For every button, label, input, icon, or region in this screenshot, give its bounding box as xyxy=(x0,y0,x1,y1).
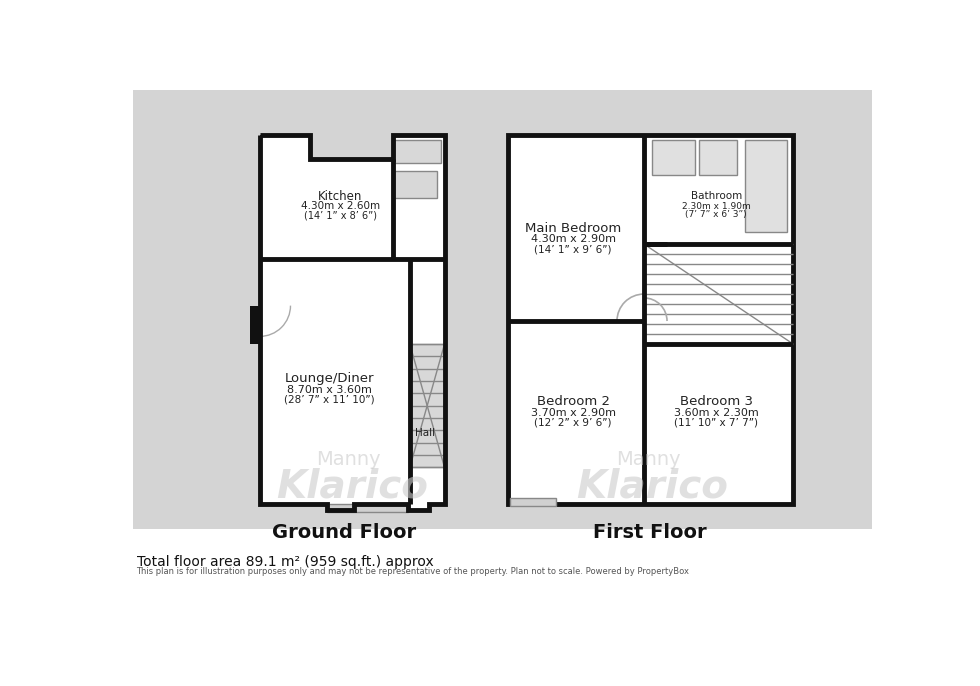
Bar xyxy=(326,504,409,512)
Bar xyxy=(395,171,437,198)
Text: (11’ 10” x 7’ 7”): (11’ 10” x 7’ 7”) xyxy=(674,418,759,427)
Text: Main Bedroom: Main Bedroom xyxy=(525,222,621,235)
Bar xyxy=(653,140,695,175)
Text: Klarico: Klarico xyxy=(576,468,728,506)
Text: 4.30m x 2.60m: 4.30m x 2.60m xyxy=(301,201,380,211)
Text: Bedroom 2: Bedroom 2 xyxy=(537,395,610,408)
Text: Bathroom: Bathroom xyxy=(691,191,742,201)
Text: First Floor: First Floor xyxy=(593,523,707,542)
Text: Hall: Hall xyxy=(416,427,435,438)
Bar xyxy=(410,344,445,467)
Text: Lounge/Diner: Lounge/Diner xyxy=(284,372,373,386)
Text: Klarico: Klarico xyxy=(276,468,428,506)
Text: Total floor area 89.1 m² (959 sq.ft.) approx: Total floor area 89.1 m² (959 sq.ft.) ap… xyxy=(136,555,433,569)
Text: (14’ 1” x 9’ 6”): (14’ 1” x 9’ 6”) xyxy=(534,244,612,255)
Bar xyxy=(250,306,261,344)
Text: 4.30m x 2.90m: 4.30m x 2.90m xyxy=(530,235,615,244)
Text: 8.70m x 3.60m: 8.70m x 3.60m xyxy=(286,385,371,394)
Text: Ground Floor: Ground Floor xyxy=(272,523,416,542)
Text: (14’ 1” x 8’ 6”): (14’ 1” x 8’ 6”) xyxy=(304,211,377,220)
Text: Kitchen: Kitchen xyxy=(318,190,363,203)
Bar xyxy=(745,140,787,233)
Bar xyxy=(699,140,737,175)
Bar xyxy=(510,498,557,506)
Polygon shape xyxy=(260,134,445,510)
Text: (12’ 2” x 9’ 6”): (12’ 2” x 9’ 6”) xyxy=(534,418,612,427)
Text: 3.60m x 2.30m: 3.60m x 2.30m xyxy=(674,407,759,418)
Text: 3.70m x 2.90m: 3.70m x 2.90m xyxy=(530,407,615,418)
Text: This plan is for illustration purposes only and may not be representative of the: This plan is for illustration purposes o… xyxy=(136,567,690,576)
Text: (28’ 7” x 11’ 10”): (28’ 7” x 11’ 10”) xyxy=(283,394,374,405)
Bar xyxy=(395,140,441,163)
Bar xyxy=(508,134,794,504)
Text: Manny: Manny xyxy=(316,450,380,469)
Text: (7’ 7” x 6’ 3”): (7’ 7” x 6’ 3”) xyxy=(685,211,747,220)
Text: Bedroom 3: Bedroom 3 xyxy=(680,395,753,408)
Bar xyxy=(132,90,872,529)
Text: Manny: Manny xyxy=(616,450,681,469)
Text: 2.30m x 1.90m: 2.30m x 1.90m xyxy=(682,202,751,211)
